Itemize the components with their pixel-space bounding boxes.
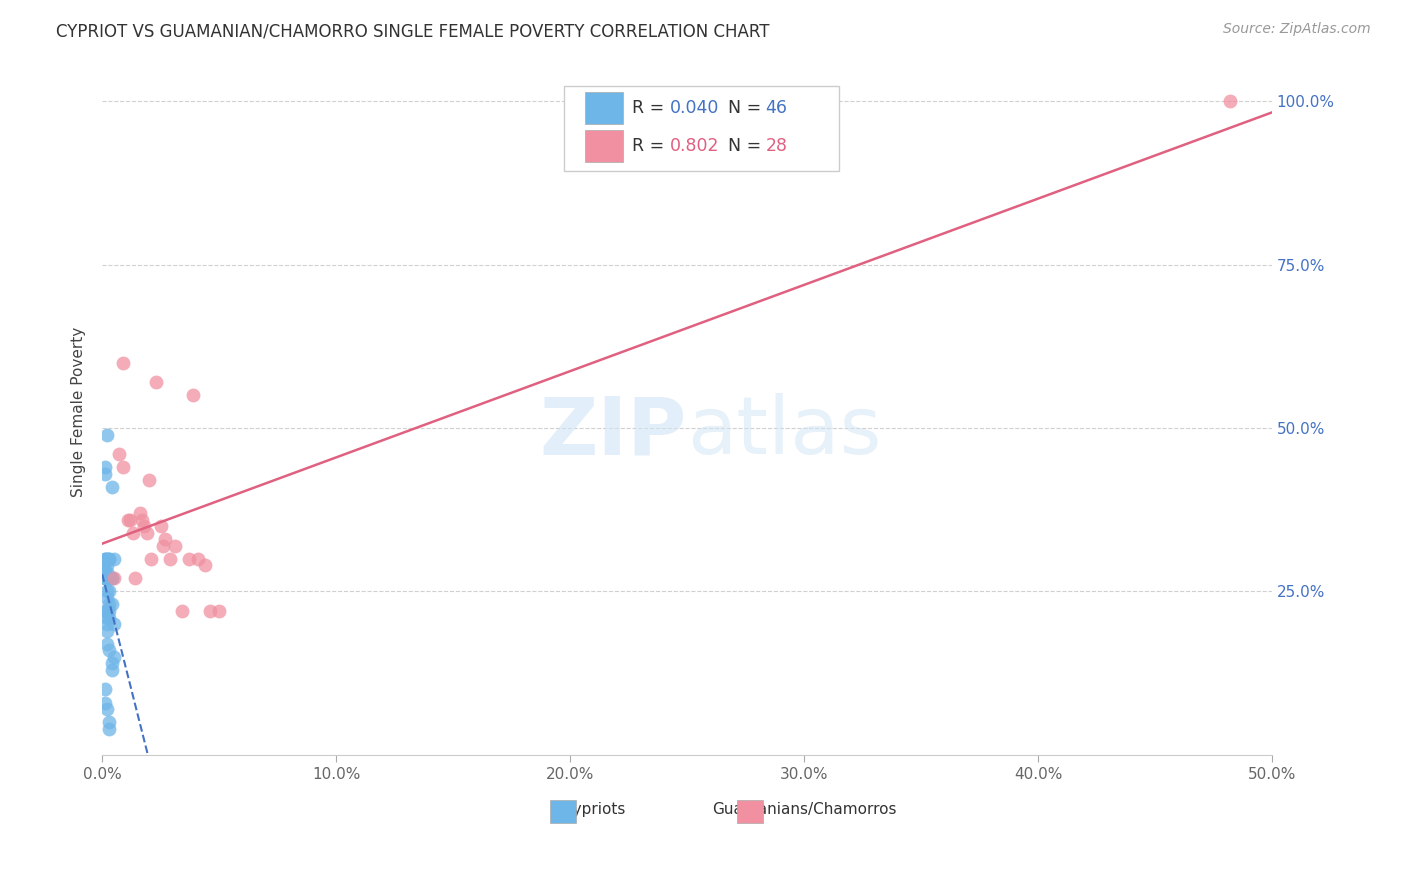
Point — [152, 539, 174, 553]
Text: CYPRIOT VS GUAMANIAN/CHAMORRO SINGLE FEMALE POVERTY CORRELATION CHART: CYPRIOT VS GUAMANIAN/CHAMORRO SINGLE FEM… — [56, 22, 769, 40]
Point — [103, 649, 125, 664]
Text: ZIP: ZIP — [540, 393, 688, 471]
Point — [198, 604, 221, 618]
Point — [98, 643, 121, 657]
Point — [98, 604, 121, 618]
Point — [96, 565, 118, 579]
Point — [120, 512, 142, 526]
Point — [98, 571, 121, 585]
Text: atlas: atlas — [688, 393, 882, 471]
Point — [187, 551, 209, 566]
Point — [96, 637, 118, 651]
Point — [98, 584, 121, 599]
Point — [96, 604, 118, 618]
Point — [149, 519, 172, 533]
Point — [163, 539, 186, 553]
Point — [183, 388, 205, 402]
Text: Cypriots: Cypriots — [562, 802, 626, 816]
Point — [93, 696, 115, 710]
Text: R =: R = — [633, 136, 669, 154]
Point — [93, 604, 115, 618]
Point — [128, 506, 150, 520]
Point — [194, 558, 217, 573]
Point — [124, 571, 146, 585]
FancyBboxPatch shape — [564, 86, 839, 171]
Point — [93, 551, 115, 566]
Point — [134, 519, 156, 533]
Point — [141, 551, 163, 566]
Text: 46: 46 — [765, 99, 787, 117]
Point — [112, 356, 135, 370]
Point — [208, 604, 231, 618]
Point — [98, 571, 121, 585]
Point — [103, 617, 125, 632]
Point — [145, 376, 167, 390]
Text: 0.802: 0.802 — [669, 136, 718, 154]
FancyBboxPatch shape — [585, 130, 623, 161]
Point — [96, 551, 118, 566]
Point — [96, 624, 118, 638]
Point — [121, 525, 143, 540]
Point — [93, 571, 115, 585]
Point — [100, 657, 122, 671]
Point — [177, 551, 200, 566]
Point — [138, 473, 160, 487]
Point — [98, 610, 121, 624]
Point — [98, 551, 121, 566]
Point — [98, 722, 121, 736]
Point — [170, 604, 193, 618]
Text: 28: 28 — [765, 136, 787, 154]
Point — [100, 480, 122, 494]
Point — [93, 571, 115, 585]
Point — [100, 571, 122, 585]
Point — [135, 525, 157, 540]
FancyBboxPatch shape — [550, 800, 576, 823]
Point — [103, 551, 125, 566]
Point — [96, 617, 118, 632]
Point — [96, 591, 118, 605]
Point — [155, 532, 177, 546]
Point — [96, 427, 118, 442]
Text: R =: R = — [633, 99, 669, 117]
Point — [93, 460, 115, 475]
Point — [96, 571, 118, 585]
Point — [93, 551, 115, 566]
Point — [96, 558, 118, 573]
Point — [117, 512, 139, 526]
Point — [98, 598, 121, 612]
Point — [96, 702, 118, 716]
Point — [112, 460, 135, 475]
Point — [96, 610, 118, 624]
Point — [103, 571, 125, 585]
Text: N =: N = — [728, 136, 766, 154]
Point — [131, 512, 153, 526]
FancyBboxPatch shape — [585, 92, 623, 124]
Point — [93, 565, 115, 579]
Point — [100, 598, 122, 612]
Point — [98, 715, 121, 730]
Point — [93, 571, 115, 585]
Point — [107, 447, 129, 461]
Point — [100, 571, 122, 585]
Point — [100, 663, 122, 677]
Y-axis label: Single Female Poverty: Single Female Poverty — [72, 326, 86, 497]
Text: 0.040: 0.040 — [669, 99, 718, 117]
Point — [98, 551, 121, 566]
Point — [96, 584, 118, 599]
Point — [96, 551, 118, 566]
Point — [93, 682, 115, 697]
Text: Guamanians/Chamorros: Guamanians/Chamorros — [711, 802, 896, 816]
FancyBboxPatch shape — [737, 800, 763, 823]
Text: N =: N = — [728, 99, 766, 117]
Point — [93, 565, 115, 579]
Point — [159, 551, 181, 566]
Point — [93, 467, 115, 481]
Text: Source: ZipAtlas.com: Source: ZipAtlas.com — [1223, 22, 1371, 37]
Point — [1219, 94, 1241, 108]
